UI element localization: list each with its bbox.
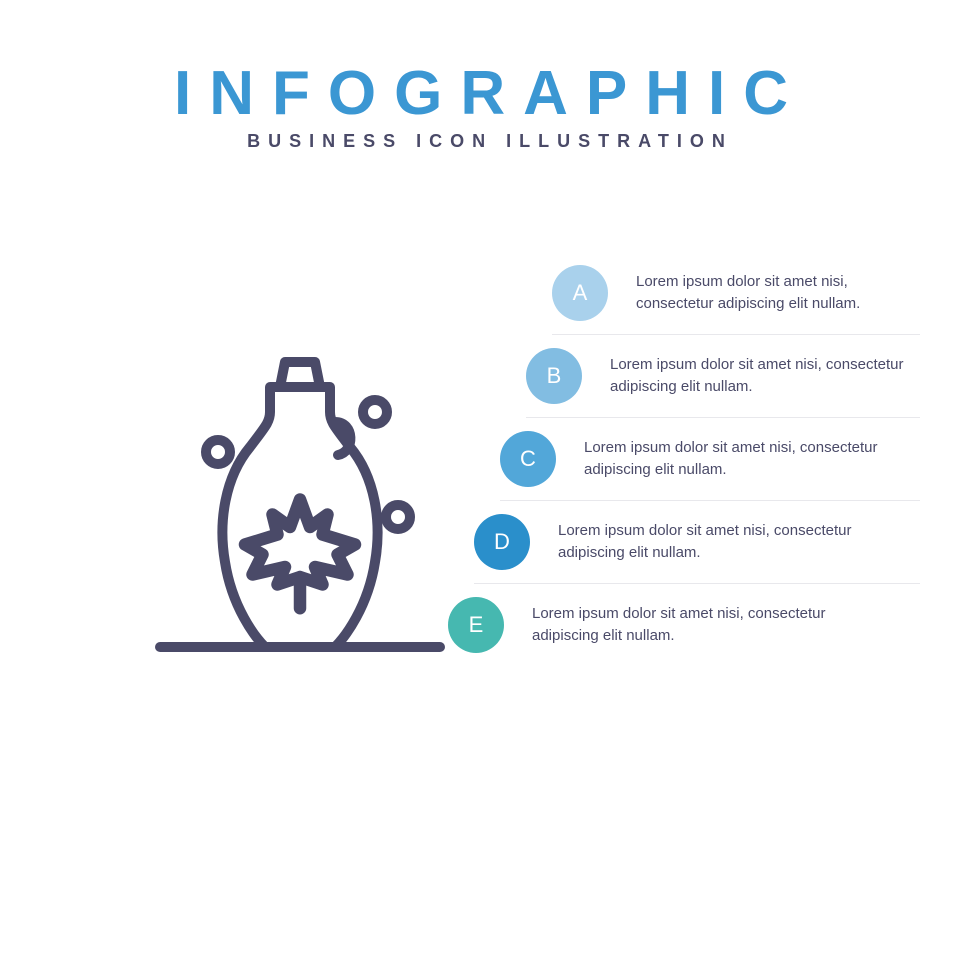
step-badge-e: E: [448, 597, 504, 653]
step-badge-d: D: [474, 514, 530, 570]
step-item: D Lorem ipsum dolor sit amet nisi, conse…: [474, 501, 920, 584]
step-item: C Lorem ipsum dolor sit amet nisi, conse…: [500, 418, 920, 501]
step-item: E Lorem ipsum dolor sit amet nisi, conse…: [448, 584, 920, 666]
step-badge-b: B: [526, 348, 582, 404]
content-area: A Lorem ipsum dolor sit amet nisi, conse…: [0, 252, 980, 952]
step-text: Lorem ipsum dolor sit amet nisi, consect…: [532, 603, 862, 647]
step-item: A Lorem ipsum dolor sit amet nisi, conse…: [552, 252, 920, 335]
header: INFOGRAPHIC BUSINESS ICON ILLUSTRATION: [0, 0, 980, 152]
step-text: Lorem ipsum dolor sit amet nisi, consect…: [636, 271, 920, 315]
step-badge-a: A: [552, 265, 608, 321]
step-text: Lorem ipsum dolor sit amet nisi, consect…: [584, 437, 914, 481]
maple-syrup-jug-icon: [130, 327, 470, 667]
feature-icon-wrap: [130, 327, 470, 667]
page-title: INFOGRAPHIC: [0, 58, 980, 129]
page-subtitle: BUSINESS ICON ILLUSTRATION: [0, 131, 980, 152]
steps-list: A Lorem ipsum dolor sit amet nisi, conse…: [500, 252, 920, 666]
step-item: B Lorem ipsum dolor sit amet nisi, conse…: [526, 335, 920, 418]
step-text: Lorem ipsum dolor sit amet nisi, consect…: [610, 354, 920, 398]
step-text: Lorem ipsum dolor sit amet nisi, consect…: [558, 520, 888, 564]
step-badge-c: C: [500, 431, 556, 487]
